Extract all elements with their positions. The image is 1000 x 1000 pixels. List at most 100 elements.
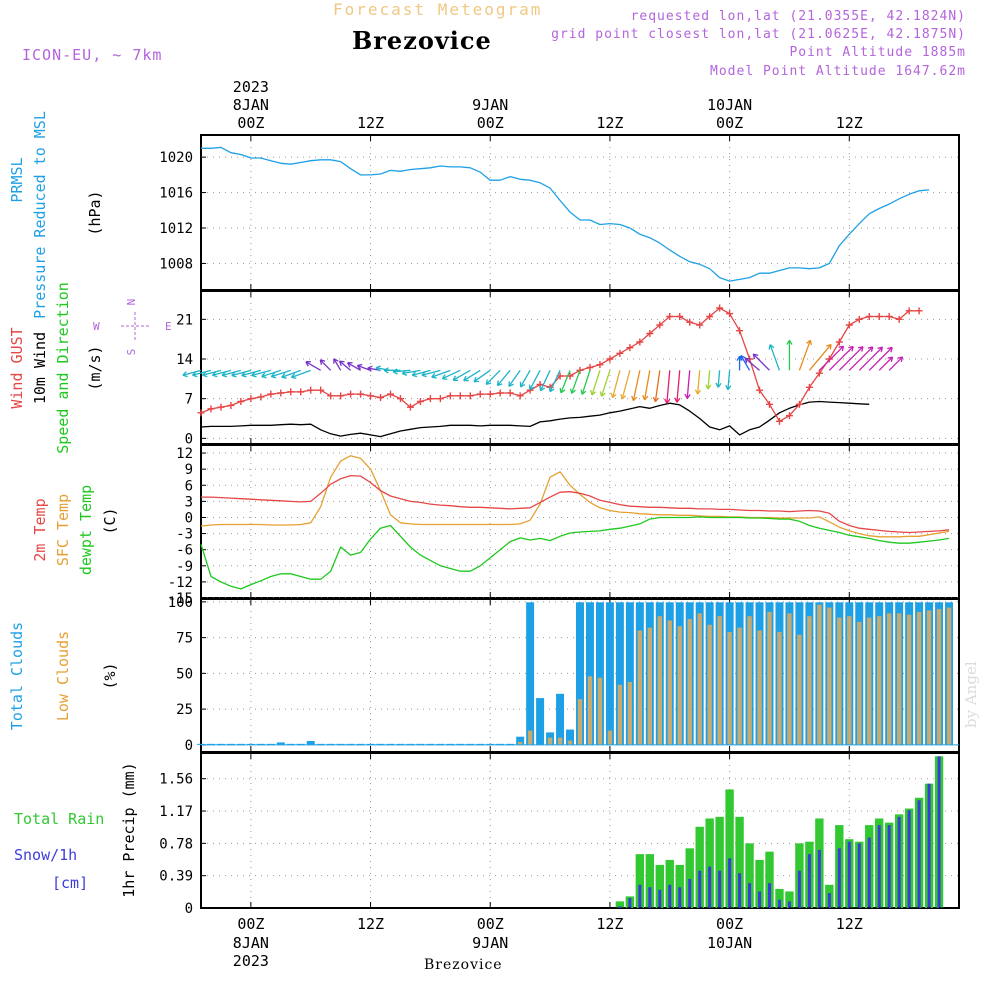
wind-arrow [496,369,511,387]
wind-arrow-head [290,373,297,379]
wind-arrow [559,370,571,394]
gust-marker [716,304,724,312]
wind-arrow [261,369,281,379]
snow-bar [748,883,752,908]
wind-arrow-shaft [251,369,271,377]
snow-bar [887,825,891,908]
gust-marker [347,390,355,398]
gust-marker [227,401,235,409]
low-cloud-bar [587,676,593,745]
snow-bar [618,906,622,908]
wind-arrow-shaft [319,359,332,371]
wind-arrow-shaft [632,370,641,401]
low-cloud-bar [837,617,842,745]
low-cloud-bar [567,740,573,745]
rain-bar [775,888,784,908]
wind-arrow-head [319,359,326,365]
gust-marker [905,307,913,315]
date-label-bottom: 9JAN [472,934,508,952]
gust-marker [486,390,494,398]
gust-marker [396,395,404,403]
wind-arrow-shaft [744,357,760,371]
precip-unit: 1hr Precip (mm) [120,762,138,897]
wind-arrow-shaft [357,364,371,371]
time-label-top: 00Z [237,114,264,132]
wind-arrow-head [664,398,671,404]
wind-arrow [431,369,451,379]
total-cloud-bar [536,698,545,745]
wind-label-3: Speed and Direction [54,282,72,454]
ytick-label-precip: 0.78 [159,836,193,852]
date-label-bottom: 8JAN [233,934,269,952]
total-cloud-bar [625,602,634,745]
low-cloud-bar [717,616,722,745]
sfc-temp-line [200,455,950,538]
gust-marker [317,386,325,394]
wind-arrow-head [392,368,398,375]
gust-marker [506,389,514,397]
gust-marker [885,313,893,320]
wind-arrow-head [725,384,732,391]
gust-marker [825,355,833,363]
low-cloud-bar [787,613,792,745]
wind-arrow-shaft [241,369,262,377]
wind-arrow [346,362,361,371]
low-cloud-bar [877,616,882,745]
time-label-top: 00Z [716,114,743,132]
wind-arrow-head [452,375,459,381]
snow-bar [847,841,851,908]
wind-arrow [744,357,760,371]
gust-marker [476,390,484,398]
gust-marker [207,405,215,413]
gust-marker [736,327,744,335]
rain-bar [645,854,655,908]
model-altitude: Model Point Altitude 1647.62m [710,64,966,79]
total-cloud-bar [556,693,565,745]
wind-arrow-head [519,381,526,388]
gust-marker [287,388,295,396]
snow-bar [897,816,901,908]
rain-bar [705,818,714,908]
ytick-label-pressure: 1012 [159,221,193,237]
gust-marker [785,412,793,420]
clouds-unit: (%) [101,662,119,689]
wind-arrow-head [652,396,660,403]
model-label: ICON-EU, ~ 7km [22,46,163,64]
low-cloud-bar [807,616,812,745]
low-cloud-bar [737,627,742,745]
wind-arrow-shaft [393,369,411,373]
gust-marker [257,393,265,401]
ytick-label-wind: 7 [185,392,193,408]
gust-marker [656,321,664,329]
gust-marker [217,403,225,411]
rain-bar [735,816,744,908]
dewpoint-line [200,516,950,590]
wind-arrow [251,369,271,378]
wind-arrow-head [485,379,492,385]
pressure-line [201,146,930,282]
wind-arrow-head [705,384,712,390]
low-cloud-bar [757,630,762,745]
wind-arrow-head [580,389,587,395]
ytick-label-temp: -3 [176,527,193,543]
wind-arrow-head [674,397,681,403]
gust-marker [426,395,434,403]
rain-bar [665,859,674,908]
snow-bar [678,887,682,908]
wind-arrow [725,370,732,391]
wind-arrow [888,356,904,371]
wind-arrow [694,370,702,395]
gust-marker [387,390,394,398]
wind-arrow [270,369,291,379]
wind-arrow-head [877,346,884,353]
wind-arrow-shaft [281,369,301,378]
wind-arrow [241,369,262,378]
wind-arrow-shaft [848,346,874,371]
gust-marker [197,409,205,417]
gust-marker [706,313,714,320]
wind-arrow-shaft [560,370,571,394]
wind-arrow [411,369,431,378]
gust-marker [666,313,674,320]
total-cloud-bar [605,602,614,745]
low-cloud-bar [687,619,692,745]
